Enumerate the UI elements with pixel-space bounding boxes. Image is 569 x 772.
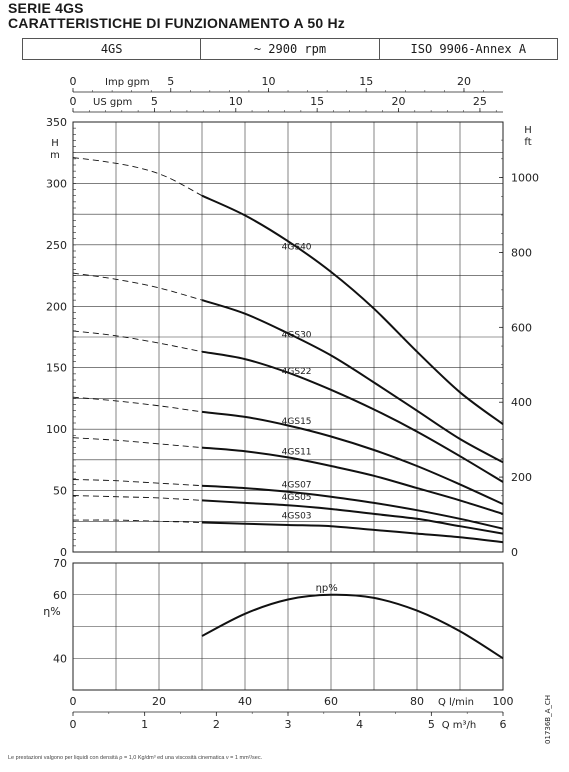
eff-tick-label: 60 bbox=[53, 589, 67, 602]
m3h-tick-label: 5 bbox=[428, 718, 435, 731]
footnote: Le prestazioni valgono per liquidi con d… bbox=[8, 755, 263, 761]
curve-extrapolated-4gs05 bbox=[72, 495, 203, 501]
efficiency-curve bbox=[201, 593, 504, 660]
top-axis-tick-label: 20 bbox=[457, 75, 471, 88]
x-tick-label: 80 bbox=[410, 695, 424, 708]
top-axis-tick-label: 10 bbox=[261, 75, 275, 88]
spec-speed: ~ 2900 rpm bbox=[200, 39, 378, 59]
m3h-tick-label: 6 bbox=[500, 718, 507, 731]
spec-model: 4GS bbox=[100, 42, 123, 56]
curve-extrapolated-4gs22 bbox=[72, 330, 203, 353]
right-tick-label: 400 bbox=[511, 396, 532, 409]
curve-4gs07 bbox=[201, 484, 504, 530]
curve-extrapolated-4gs11 bbox=[72, 437, 203, 449]
m3h-tick-label: 3 bbox=[285, 718, 292, 731]
right-tick-label: 600 bbox=[511, 321, 532, 334]
m3h-tick-label: 4 bbox=[356, 718, 363, 731]
right-axis-label: H bbox=[524, 125, 532, 136]
drawing-code: 01736B_A_CH bbox=[544, 695, 552, 744]
x-tick-label: 60 bbox=[324, 695, 338, 708]
curve-4gs03 bbox=[201, 521, 504, 544]
y-tick-label: 100 bbox=[46, 423, 67, 436]
top-axis-tick-label: 0 bbox=[70, 75, 77, 88]
x-tick-label: 20 bbox=[152, 695, 166, 708]
curve-4gs11 bbox=[201, 446, 504, 515]
curve-extrapolated-4gs03 bbox=[72, 519, 203, 523]
x-tick-label: 40 bbox=[238, 695, 252, 708]
spec-standard: ISO 9906-Annex A bbox=[378, 39, 557, 59]
m3h-tick-label: 1 bbox=[141, 718, 148, 731]
top-axis-tick-label: 0 bbox=[70, 95, 77, 108]
curve-extrapolated-4gs30 bbox=[72, 272, 203, 301]
m3h-tick-label: 2 bbox=[213, 718, 220, 731]
eff-tick-label: 40 bbox=[53, 652, 67, 665]
series-label-4gs15: 4GS15 bbox=[282, 417, 312, 427]
efficiency-plot-frame bbox=[72, 562, 504, 691]
y-axis-label-unit: m bbox=[50, 150, 60, 161]
series-label-4gs40: 4GS40 bbox=[282, 243, 312, 253]
y-axis-label: H bbox=[51, 138, 59, 149]
series-label-4gs03: 4GS03 bbox=[282, 512, 312, 522]
curve-4gs05 bbox=[201, 499, 504, 535]
top-axis-tick-label: 15 bbox=[310, 95, 324, 108]
chart-title: CARATTERISTICHE DI FUNZIONAMENTO A 50 Hz bbox=[8, 15, 346, 31]
curve-4gs22 bbox=[201, 350, 504, 483]
x-tick-label: 100 bbox=[493, 695, 514, 708]
m3h-axis-label: Q m³/h bbox=[442, 720, 477, 731]
curve-4gs15 bbox=[201, 410, 504, 506]
top-axis-tick-label: 25 bbox=[473, 95, 487, 108]
top-axis-label: Imp gpm bbox=[105, 77, 150, 88]
y-tick-label: 200 bbox=[46, 300, 67, 313]
curve-extrapolated-4gs07 bbox=[72, 479, 203, 487]
top-axis-tick-label: 20 bbox=[392, 95, 406, 108]
efficiency-series-label: ηp% bbox=[316, 583, 338, 594]
y-tick-label: 0 bbox=[60, 546, 67, 559]
top-axis-tick-label: 15 bbox=[359, 75, 373, 88]
series-label-4gs05: 4GS05 bbox=[282, 493, 312, 503]
series-label-4gs07: 4GS07 bbox=[282, 480, 312, 490]
y-tick-label: 300 bbox=[46, 177, 67, 190]
eff-tick-label: 70 bbox=[53, 557, 67, 570]
m3h-tick-label: 0 bbox=[70, 718, 77, 731]
right-tick-label: 800 bbox=[511, 246, 532, 259]
eff-axis-label: η% bbox=[43, 605, 60, 618]
x-axis-label: Q l/min bbox=[438, 697, 474, 708]
top-axis-tick-label: 5 bbox=[167, 75, 174, 88]
series-label-4gs22: 4GS22 bbox=[282, 367, 312, 377]
y-tick-label: 250 bbox=[46, 239, 67, 252]
curve-extrapolated-4gs40 bbox=[72, 157, 203, 197]
series-label-4gs11: 4GS11 bbox=[282, 448, 312, 458]
series-label-4gs30: 4GS30 bbox=[282, 330, 312, 340]
right-axis-label-unit: ft bbox=[524, 137, 531, 148]
y-tick-label: 150 bbox=[46, 362, 67, 375]
curve-extrapolated-4gs15 bbox=[72, 396, 203, 413]
curve-4gs40 bbox=[201, 194, 504, 426]
y-tick-label: 50 bbox=[53, 485, 67, 498]
curve-4gs30 bbox=[201, 299, 504, 464]
right-tick-label: 0 bbox=[511, 546, 518, 559]
top-axis-tick-label: 10 bbox=[229, 95, 243, 108]
right-tick-label: 1000 bbox=[511, 172, 539, 185]
spec-header: 4GS ~ 2900 rpm ISO 9906-Annex A bbox=[22, 38, 558, 60]
y-tick-label: 350 bbox=[46, 116, 67, 129]
top-axis-label: US gpm bbox=[93, 97, 132, 108]
top-axis-tick-label: 5 bbox=[151, 95, 158, 108]
x-tick-label: 0 bbox=[70, 695, 77, 708]
right-tick-label: 200 bbox=[511, 471, 532, 484]
series-title: SERIE 4GS bbox=[8, 0, 84, 16]
